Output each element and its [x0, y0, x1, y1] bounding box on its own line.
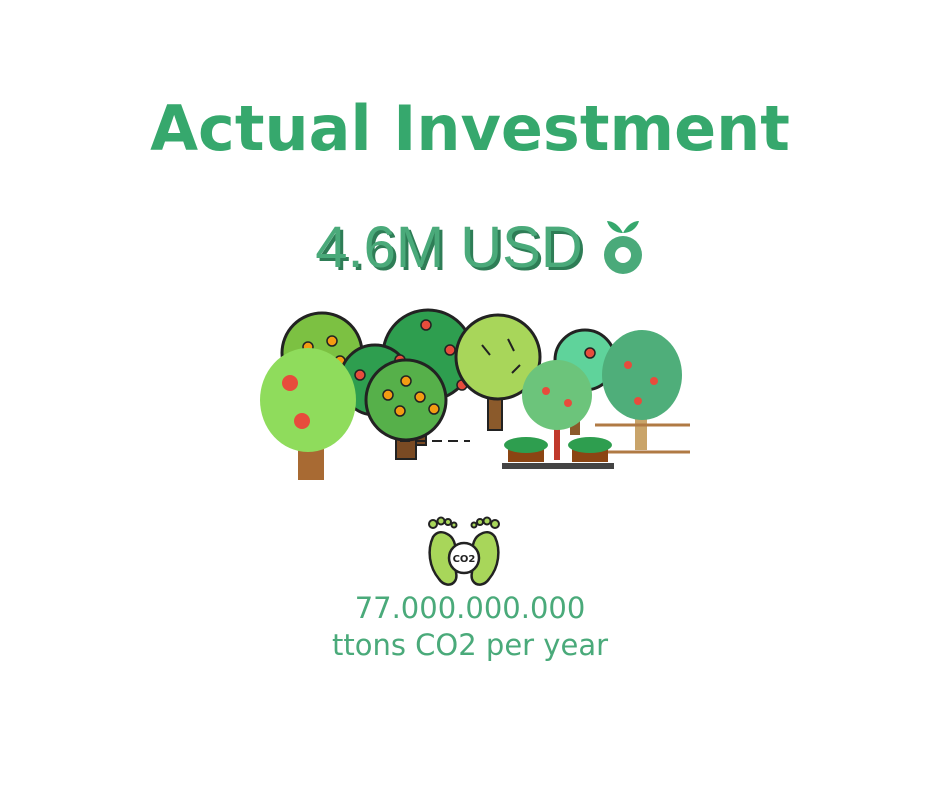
co2-footprint-icon: CO2 [428, 516, 500, 586]
page-title: Actual Investment [150, 92, 790, 165]
co2-label: CO2 [453, 554, 476, 565]
co2-amount: 77.000.000.000 [354, 591, 586, 625]
co2-unit: ttons CO2 per year [331, 628, 609, 662]
orchard-trees-icon [260, 308, 690, 480]
investment-amount: 4.6M USD [315, 214, 583, 280]
fruit-sprout-icon [603, 221, 642, 274]
investment-amount-row: 4.6M USD [0, 212, 940, 282]
